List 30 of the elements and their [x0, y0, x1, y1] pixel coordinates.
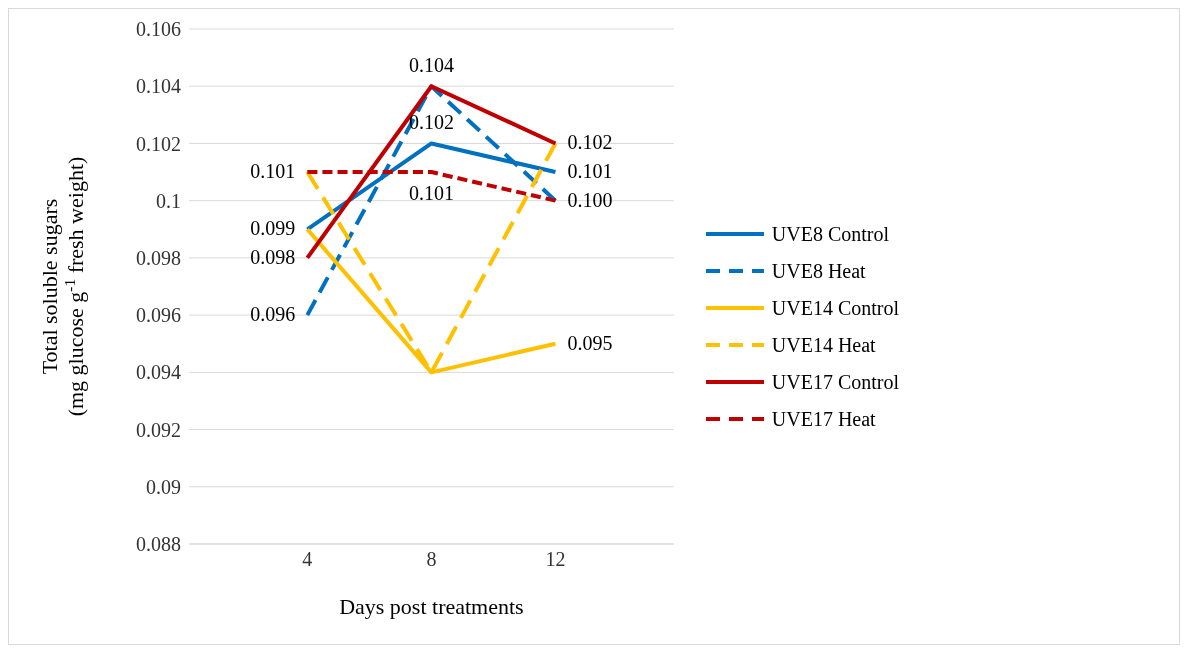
legend-label: UVE17 Control	[771, 370, 899, 394]
x-tick-label: 12	[545, 548, 566, 571]
legend-label: UVE14 Control	[771, 296, 899, 320]
data-label: 0.100	[567, 188, 613, 211]
y-tick-label: 0.104	[136, 75, 181, 98]
data-label: 0.101	[250, 160, 296, 183]
data-label: 0.095	[567, 331, 613, 354]
y-tick-label: 0.096	[136, 304, 181, 327]
y-tick-label: 0.09	[146, 475, 181, 498]
y-tick-label: 0.094	[136, 361, 181, 384]
data-label: 0.102	[567, 131, 613, 154]
data-label: 0.101	[567, 160, 613, 183]
legend-label: UVE8 Heat	[771, 259, 866, 283]
y-tick-label: 0.092	[136, 418, 181, 441]
data-label: 0.096	[250, 303, 296, 326]
data-label: 0.098	[250, 245, 296, 268]
legend-label: UVE8 Control	[771, 222, 889, 246]
data-label: 0.099	[250, 217, 296, 240]
legend-label: UVE14 Heat	[771, 333, 876, 357]
y-tick-label: 0.1	[156, 189, 181, 212]
x-tick-label: 4	[302, 548, 313, 571]
data-label: 0.101	[408, 182, 454, 205]
x-tick-label: 8	[426, 548, 437, 571]
y-tick-label: 0.098	[136, 246, 181, 269]
x-axis-title: Days post treatments	[339, 594, 524, 619]
legend-label: UVE17 Heat	[771, 407, 876, 431]
y-tick-label: 0.102	[136, 132, 181, 155]
y-tick-label: 0.088	[136, 533, 181, 556]
data-label: 0.104	[408, 54, 454, 77]
y-tick-label: 0.106	[136, 18, 181, 41]
